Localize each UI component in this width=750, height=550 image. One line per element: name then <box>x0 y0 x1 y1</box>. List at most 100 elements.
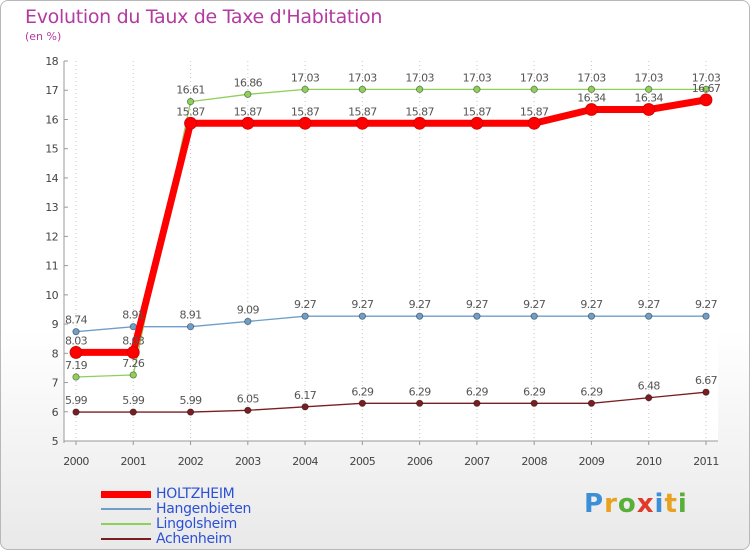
data-label-achenheim: 6.29 <box>523 385 546 398</box>
data-point-achenheim <box>587 399 596 407</box>
logo-letter: P <box>584 489 605 519</box>
data-point-lingolsheim <box>530 85 538 93</box>
x-tick-label: 2009 <box>579 455 605 468</box>
data-point-holtzheim <box>355 116 369 130</box>
data-label-hangenbieten: 9.27 <box>638 298 661 311</box>
data-point-lingolsheim <box>186 98 195 106</box>
y-tick-label: 17 <box>45 84 58 97</box>
data-point-achenheim <box>530 399 538 407</box>
data-point-hangenbieten <box>186 323 195 331</box>
data-point-lingolsheim <box>702 85 710 93</box>
data-point-holtzheim <box>69 346 83 359</box>
legend-item-holtzheim: HOLTZHEIM <box>101 486 361 502</box>
data-point-lingolsheim <box>416 85 424 93</box>
data-point-hangenbieten <box>358 312 366 320</box>
data-point-achenheim <box>129 408 137 416</box>
y-tick-label: 6 <box>52 406 59 419</box>
data-point-hangenbieten <box>473 312 481 320</box>
data-label-lingolsheim: 16.61 <box>176 84 205 97</box>
data-label-achenheim: 6.48 <box>638 380 661 393</box>
data-label-lingolsheim: 17.03 <box>463 71 492 84</box>
legend-item-hangenbieten: Hangenbieten <box>101 501 361 517</box>
y-tick-label: 7 <box>52 377 59 390</box>
data-label-holtzheim: 16.67 <box>692 82 721 95</box>
data-point-achenheim <box>72 408 80 416</box>
data-label-hangenbieten: 8.91 <box>179 309 201 322</box>
x-tick-label: 2006 <box>407 455 433 468</box>
y-tick-label: 18 <box>45 55 58 68</box>
series-line-hangenbieten <box>75 315 707 333</box>
x-tick-label: 2008 <box>521 455 547 468</box>
data-label-hangenbieten: 9.27 <box>409 298 432 311</box>
x-tick-label: 2010 <box>636 455 662 468</box>
data-label-lingolsheim: 17.03 <box>291 71 320 84</box>
data-label-holtzheim: 15.87 <box>348 105 377 118</box>
x-tick-label: 2004 <box>292 455 318 468</box>
legend-item-lingolsheim: Lingolsheim <box>101 516 361 532</box>
x-tick-label: 2001 <box>120 455 146 468</box>
data-label-achenheim: 6.29 <box>351 385 374 398</box>
proxiti-logo: Proxiti <box>584 489 688 519</box>
x-tick-label: 2005 <box>350 455 376 468</box>
data-point-hangenbieten <box>530 312 538 320</box>
data-point-lingolsheim <box>473 85 481 93</box>
data-label-hangenbieten: 8.74 <box>65 314 88 327</box>
data-label-holtzheim: 15.87 <box>520 105 549 118</box>
data-point-hangenbieten <box>702 312 710 320</box>
data-label-lingolsheim: 17.03 <box>405 71 434 84</box>
data-point-achenheim <box>416 399 424 407</box>
data-label-hangenbieten: 9.09 <box>237 303 260 316</box>
data-label-achenheim: 6.17 <box>294 389 317 402</box>
chart-title: Evolution du Taux de Taxe d'Habitation <box>25 6 383 28</box>
series-line-holtzheim <box>72 96 710 356</box>
data-point-lingolsheim <box>587 85 596 93</box>
data-point-hangenbieten <box>301 312 309 320</box>
data-point-lingolsheim <box>244 90 252 98</box>
series-line-achenheim <box>75 391 707 413</box>
x-tick-label: 2000 <box>63 455 89 468</box>
data-label-lingolsheim: 17.03 <box>692 71 721 84</box>
data-point-achenheim <box>186 408 195 416</box>
data-label-hangenbieten: 9.27 <box>351 298 374 311</box>
data-point-achenheim <box>358 399 366 407</box>
data-point-hangenbieten <box>416 312 424 320</box>
y-tick-label: 9 <box>52 318 59 331</box>
data-label-hangenbieten: 9.27 <box>294 298 317 311</box>
chart-unit: (en %) <box>25 30 62 43</box>
legend-label-achenheim: Achenheim <box>156 531 232 547</box>
y-tick-label: 14 <box>45 172 58 185</box>
data-label-achenheim: 6.67 <box>695 374 718 387</box>
data-point-hangenbieten <box>587 312 596 320</box>
data-point-holtzheim <box>699 93 713 107</box>
data-label-hangenbieten: 9.27 <box>695 298 718 311</box>
data-label-holtzheim: 16.34 <box>577 92 606 105</box>
data-point-holtzheim <box>298 116 312 130</box>
logo-letter: i <box>677 489 688 519</box>
x-tick-label: 2011 <box>693 455 719 468</box>
data-label-lingolsheim: 7.26 <box>122 357 145 370</box>
data-point-holtzheim <box>585 103 598 116</box>
y-tick-label: 5 <box>52 435 59 448</box>
data-label-lingolsheim: 16.86 <box>234 76 263 89</box>
logo-letter: x <box>636 489 655 519</box>
legend-swatch-achenheim <box>101 538 151 540</box>
legend-item-achenheim: Achenheim <box>101 531 361 547</box>
data-label-achenheim: 6.29 <box>466 385 489 398</box>
data-label-holtzheim: 8.03 <box>122 334 145 347</box>
data-point-holtzheim <box>470 116 484 130</box>
data-label-holtzheim: 15.87 <box>291 105 320 118</box>
data-label-achenheim: 6.29 <box>580 385 603 398</box>
data-label-achenheim: 6.29 <box>409 385 432 398</box>
data-point-hangenbieten <box>244 317 252 326</box>
x-tick-label: 2007 <box>464 455 490 468</box>
data-label-achenheim: 5.99 <box>122 394 145 407</box>
data-point-holtzheim <box>527 116 541 130</box>
data-point-holtzheim <box>642 103 656 116</box>
data-label-holtzheim: 15.87 <box>234 105 263 118</box>
logo-letter: t <box>664 489 678 519</box>
data-point-lingolsheim <box>129 371 137 379</box>
data-label-hangenbieten: 9.27 <box>466 298 489 311</box>
data-label-achenheim: 5.99 <box>179 394 202 407</box>
y-tick-label: 13 <box>45 201 58 214</box>
